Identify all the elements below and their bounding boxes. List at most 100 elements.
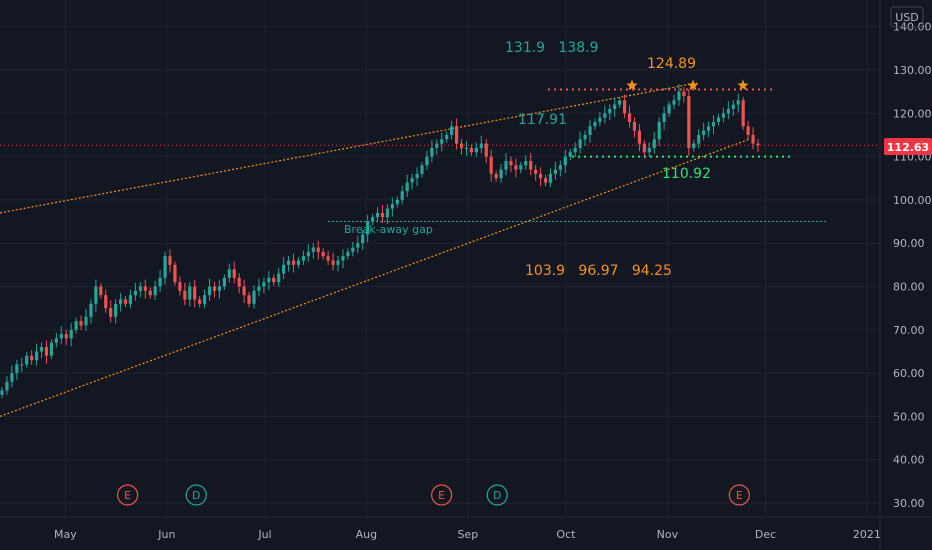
currency-badge[interactable] [890, 6, 924, 28]
candle-body [677, 91, 681, 101]
candle-body [366, 221, 370, 235]
candle-body [652, 139, 656, 148]
candle-body [598, 117, 602, 122]
y-tick-label: 130.00 [893, 64, 932, 77]
candle-body [237, 277, 241, 287]
candle-body [667, 104, 671, 114]
candle-body [454, 126, 459, 144]
candle-body [34, 351, 39, 361]
candle-body [425, 156, 429, 166]
candle-body [178, 282, 182, 291]
earnings-marker-label: E [124, 489, 131, 502]
candle-body [534, 169, 538, 174]
candle-body [207, 286, 212, 296]
candle-body [548, 173, 553, 183]
candle-body [301, 256, 306, 261]
candle-body [54, 338, 58, 343]
candle-body [657, 121, 661, 140]
star-marker [687, 79, 699, 91]
candle-body [44, 347, 49, 356]
candle-body [277, 273, 281, 283]
candle-body [741, 100, 745, 127]
candle-body [499, 169, 503, 179]
dividend-marker [185, 484, 207, 506]
candle-body [25, 355, 29, 365]
x-tick-label: 2021 [853, 528, 881, 541]
candle-body [257, 286, 261, 291]
candle-body [450, 126, 454, 135]
candle-body [385, 208, 390, 218]
candle-body [711, 121, 716, 127]
candle-body [489, 156, 493, 174]
candle-body [618, 100, 622, 105]
candle-body [326, 256, 330, 261]
annotation-bottom-orange: 103.9 96.97 94.25 [525, 263, 672, 279]
candle-body [183, 290, 187, 300]
candle-body [435, 143, 439, 148]
candle-body [568, 152, 572, 157]
y-tick-label: 80.00 [893, 281, 925, 294]
x-tick-label: Jun [157, 528, 175, 541]
earnings-marker [116, 484, 139, 506]
y-tick-label: 40.00 [893, 454, 925, 467]
candle-body [242, 286, 246, 296]
y-tick-label: 100.00 [893, 194, 932, 207]
y-tick-label: 30.00 [893, 497, 925, 510]
annotation-top-teal: 131.9 138.9 [505, 40, 599, 56]
candle-body [558, 165, 562, 170]
overlay-lines [0, 79, 880, 417]
candle-body [692, 143, 696, 148]
candle-body [346, 251, 350, 257]
annotation-support: 110.92 [662, 166, 711, 182]
x-tick-label: Jul [257, 528, 271, 541]
candle-body [662, 113, 666, 122]
candle-body [247, 295, 251, 304]
candle-body [0, 390, 4, 395]
candle-body [39, 347, 44, 352]
candle-body [440, 139, 444, 144]
candle-body [519, 165, 523, 170]
candle-body [445, 134, 449, 140]
x-tick-label: Oct [556, 528, 576, 541]
candle-body [469, 147, 474, 153]
candle-body [464, 147, 469, 149]
candle-body [311, 247, 315, 252]
y-tick-label: 90.00 [893, 237, 925, 250]
candle-body [123, 299, 128, 304]
candle-body [420, 165, 424, 174]
candle-body [613, 104, 617, 109]
candle-body [306, 251, 310, 257]
x-tick-label: Dec [755, 528, 776, 541]
candle-body [400, 191, 404, 200]
candle-body [588, 126, 592, 135]
candle-body [687, 95, 691, 148]
candle-body [395, 199, 399, 205]
candle-body [252, 290, 256, 304]
earnings-marker [728, 484, 750, 506]
candle-body [104, 295, 108, 309]
candle-body [706, 126, 711, 131]
star-marker [737, 79, 749, 91]
candle-body [10, 373, 14, 382]
candle-body [637, 130, 642, 144]
dividend-marker-label: D [192, 489, 200, 502]
candle-body [118, 299, 123, 304]
candle-body [84, 316, 88, 326]
candle-body [578, 139, 582, 148]
candle-body [479, 143, 483, 148]
candle-body [331, 260, 335, 265]
candle-body [647, 147, 651, 153]
candle-body [370, 217, 375, 222]
candle-body [563, 156, 567, 166]
candle-body [143, 286, 147, 291]
x-tick-label: Nov [657, 528, 679, 541]
candle-body [361, 234, 365, 244]
candle-body [697, 134, 701, 144]
x-axis: May Jun Jul Aug Sep Oct Nov Dec 2021 [54, 528, 881, 541]
candle-body [632, 121, 637, 131]
candle-body [474, 147, 478, 153]
last-price-label: 112.63 [887, 141, 929, 154]
